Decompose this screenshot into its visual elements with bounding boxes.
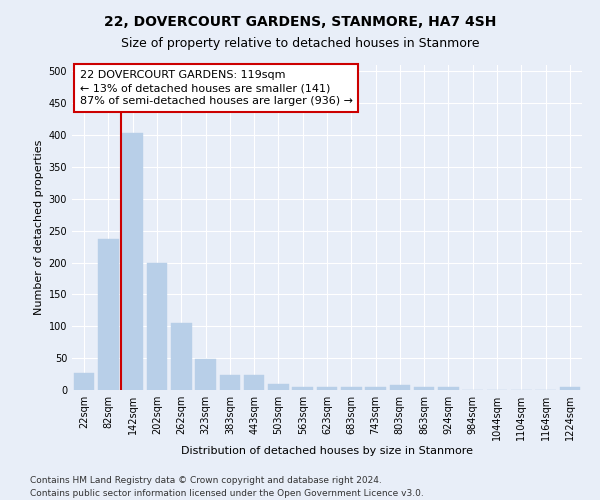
Bar — [74, 374, 94, 390]
Bar — [195, 359, 216, 390]
Y-axis label: Number of detached properties: Number of detached properties — [34, 140, 44, 315]
Text: 22 DOVERCOURT GARDENS: 119sqm
← 13% of detached houses are smaller (141)
87% of : 22 DOVERCOURT GARDENS: 119sqm ← 13% of d… — [80, 70, 353, 106]
Bar — [98, 239, 119, 390]
Bar — [220, 374, 240, 390]
Bar — [146, 262, 167, 390]
Bar — [292, 387, 313, 390]
Bar — [171, 323, 191, 390]
Text: Contains HM Land Registry data © Crown copyright and database right 2024.
Contai: Contains HM Land Registry data © Crown c… — [30, 476, 424, 498]
Text: Size of property relative to detached houses in Stanmore: Size of property relative to detached ho… — [121, 38, 479, 51]
Bar — [365, 387, 386, 390]
Bar — [122, 133, 143, 390]
Bar — [244, 374, 265, 390]
Bar — [438, 387, 459, 390]
Bar — [317, 387, 337, 390]
X-axis label: Distribution of detached houses by size in Stanmore: Distribution of detached houses by size … — [181, 446, 473, 456]
Bar — [268, 384, 289, 390]
Text: 22, DOVERCOURT GARDENS, STANMORE, HA7 4SH: 22, DOVERCOURT GARDENS, STANMORE, HA7 4S… — [104, 15, 496, 29]
Bar — [341, 387, 362, 390]
Bar — [414, 387, 434, 390]
Bar — [560, 387, 580, 390]
Bar — [389, 385, 410, 390]
